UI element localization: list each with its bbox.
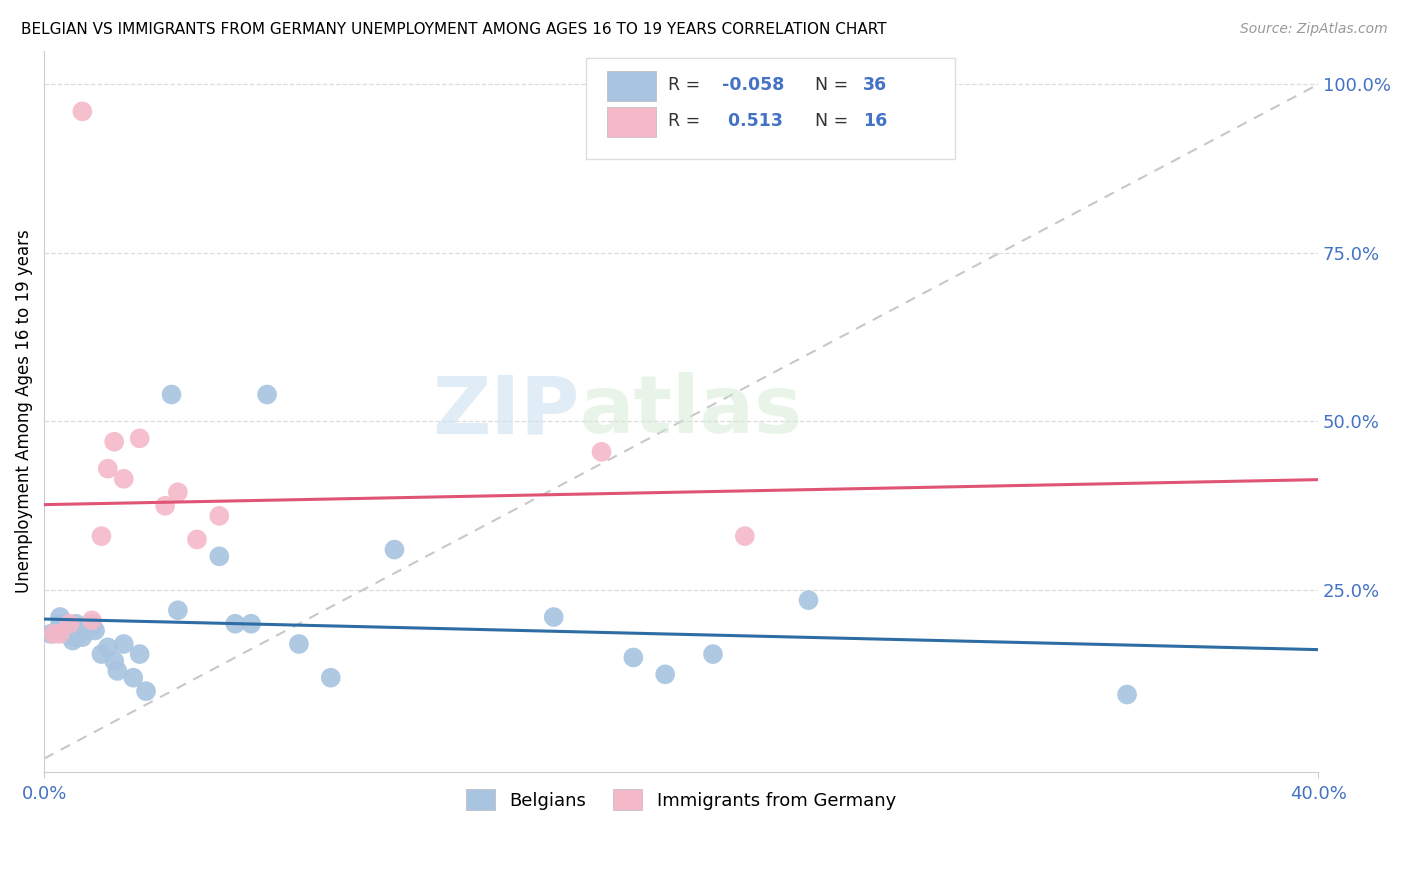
Point <box>167 603 190 617</box>
Point <box>208 549 231 564</box>
Text: atlas: atlas <box>579 372 803 450</box>
Point <box>80 620 103 634</box>
Point <box>112 472 135 486</box>
Point <box>65 630 87 644</box>
Text: -0.058: -0.058 <box>721 77 785 95</box>
Point <box>103 434 125 449</box>
Text: BELGIAN VS IMMIGRANTS FROM GERMANY UNEMPLOYMENT AMONG AGES 16 TO 19 YEARS CORREL: BELGIAN VS IMMIGRANTS FROM GERMANY UNEMP… <box>21 22 887 37</box>
Legend: Belgians, Immigrants from Germany: Belgians, Immigrants from Germany <box>458 782 903 817</box>
Point <box>128 431 150 445</box>
Text: ZIP: ZIP <box>432 372 579 450</box>
Point <box>84 624 107 638</box>
Point <box>49 616 72 631</box>
Point <box>384 542 406 557</box>
Point <box>75 624 97 638</box>
Text: N =: N = <box>815 112 853 130</box>
Point <box>734 529 756 543</box>
Point <box>72 630 94 644</box>
Point <box>49 627 72 641</box>
Point <box>288 637 311 651</box>
Point <box>654 667 676 681</box>
Text: 16: 16 <box>863 112 887 130</box>
Point <box>90 647 112 661</box>
Point <box>1116 688 1139 702</box>
Point <box>80 613 103 627</box>
Point <box>153 499 176 513</box>
Point <box>58 620 80 634</box>
Point <box>240 616 263 631</box>
Point <box>39 627 62 641</box>
Text: 36: 36 <box>863 77 887 95</box>
Point <box>49 610 72 624</box>
Point <box>319 671 342 685</box>
Point <box>797 593 820 607</box>
Point <box>58 616 80 631</box>
Point <box>186 533 208 547</box>
Point <box>65 616 87 631</box>
Point <box>72 104 94 119</box>
Point <box>42 627 65 641</box>
Point <box>543 610 565 624</box>
Point <box>591 445 613 459</box>
FancyBboxPatch shape <box>607 70 655 101</box>
Point <box>621 650 644 665</box>
Text: Source: ZipAtlas.com: Source: ZipAtlas.com <box>1240 22 1388 37</box>
FancyBboxPatch shape <box>585 58 955 159</box>
Point <box>122 671 145 685</box>
FancyBboxPatch shape <box>607 107 655 137</box>
Point <box>135 684 157 698</box>
Text: R =: R = <box>668 77 706 95</box>
Point <box>160 387 183 401</box>
Point <box>80 616 103 631</box>
Point <box>702 647 724 661</box>
Point <box>97 461 120 475</box>
Point <box>103 654 125 668</box>
Text: R =: R = <box>668 112 706 130</box>
Point <box>128 647 150 661</box>
Point <box>112 637 135 651</box>
Point <box>208 508 231 523</box>
Point <box>97 640 120 655</box>
Text: 0.513: 0.513 <box>721 112 783 130</box>
Text: N =: N = <box>815 77 853 95</box>
Point <box>224 616 246 631</box>
Point <box>256 387 278 401</box>
Point <box>55 627 77 641</box>
Point <box>90 529 112 543</box>
Y-axis label: Unemployment Among Ages 16 to 19 years: Unemployment Among Ages 16 to 19 years <box>15 229 32 593</box>
Point <box>167 485 190 500</box>
Point <box>62 633 84 648</box>
Point <box>105 664 128 678</box>
